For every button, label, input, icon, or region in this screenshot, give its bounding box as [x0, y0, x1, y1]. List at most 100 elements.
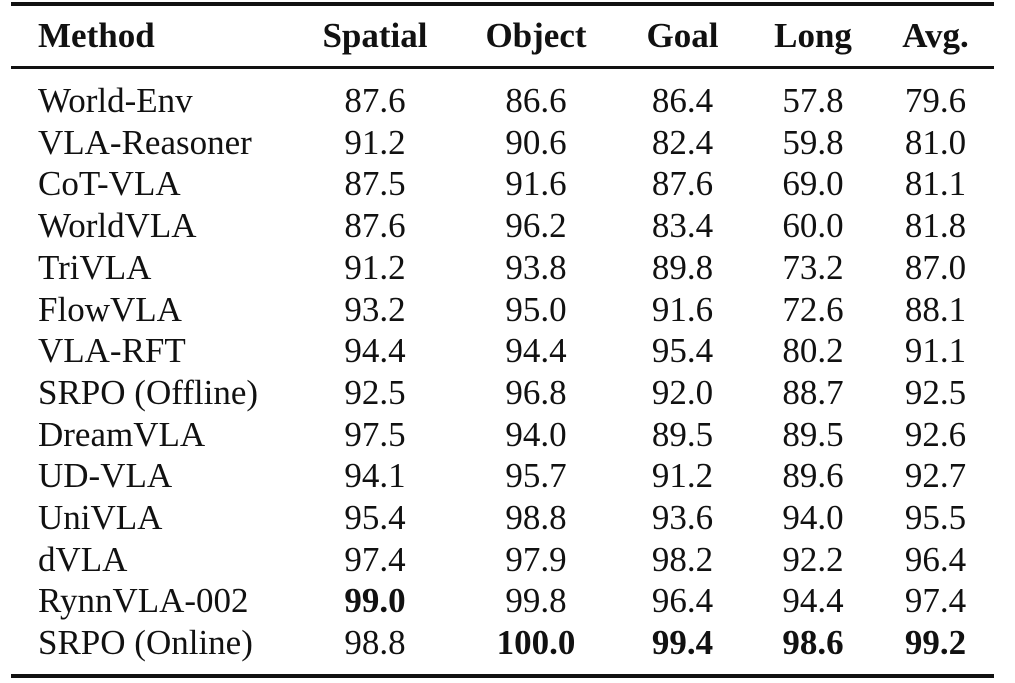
long-cell: 92.2	[782, 539, 844, 579]
object-cell: 100.0	[496, 623, 576, 663]
goal-cell: 82.4	[651, 122, 714, 162]
object-cell: 91.6	[505, 164, 567, 204]
object-cell: 95.7	[505, 456, 567, 496]
object-cell: 94.4	[505, 331, 567, 371]
table-row: SRPO (Offline) 92.5 96.8 92.0 88.7 92.5	[11, 372, 994, 414]
long-cell: 94.4	[782, 581, 844, 621]
results-table-container: Method Spatial Object Goal Long Avg. Wor…	[11, 2, 994, 678]
header-avg: Avg.	[902, 16, 969, 55]
long-cell: 69.0	[782, 164, 844, 204]
method-cell: CoT-VLA	[38, 164, 181, 204]
spatial-cell: 97.5	[344, 414, 406, 454]
goal-cell: 83.4	[651, 206, 714, 246]
method-cell: VLA-Reasoner	[38, 122, 252, 162]
spatial-cell: 87.5	[344, 164, 406, 204]
table-row: UniVLA 95.4 98.8 93.6 94.0 95.5	[11, 497, 994, 539]
goal-cell: 99.4	[651, 623, 714, 663]
method-cell: WorldVLA	[38, 206, 197, 246]
table-row: World-Env 87.6 86.6 86.4 57.8 79.6	[11, 69, 994, 122]
avg-cell: 95.5	[904, 498, 967, 538]
results-table: Method Spatial Object Goal Long Avg.	[11, 6, 994, 66]
header-long: Long	[774, 16, 852, 55]
spatial-cell: 87.6	[344, 206, 406, 246]
header-row: Method Spatial Object Goal Long Avg.	[11, 6, 994, 66]
object-cell: 93.8	[505, 247, 567, 287]
avg-cell: 81.1	[904, 164, 967, 204]
long-cell: 73.2	[782, 247, 844, 287]
results-table-body: World-Env 87.6 86.6 86.4 57.8 79.6 VLA-Reasone…	[11, 69, 994, 674]
goal-cell: 93.6	[651, 498, 714, 538]
avg-cell: 87.0	[904, 247, 967, 287]
method-cell: UD-VLA	[38, 456, 173, 496]
avg-cell: 92.6	[904, 414, 967, 454]
goal-cell: 91.2	[651, 456, 714, 496]
spatial-cell: 91.2	[344, 122, 406, 162]
header-object: Object	[485, 16, 587, 55]
avg-cell: 92.5	[904, 372, 967, 412]
object-cell: 97.9	[505, 539, 567, 579]
spatial-cell: 93.2	[344, 289, 406, 329]
goal-cell: 98.2	[651, 539, 714, 579]
table-row: DreamVLA 97.5 94.0 89.5 89.5 92.6	[11, 414, 994, 456]
goal-cell: 86.4	[651, 81, 714, 120]
table-row: WorldVLA 87.6 96.2 83.4 60.0 81.8	[11, 205, 994, 247]
goal-cell: 89.8	[651, 247, 714, 287]
long-cell: 98.6	[782, 623, 844, 663]
long-cell: 88.7	[782, 372, 844, 412]
object-cell: 96.2	[505, 206, 567, 246]
method-cell: World-Env	[38, 81, 193, 120]
goal-cell: 89.5	[651, 414, 714, 454]
spatial-cell: 91.2	[344, 247, 406, 287]
header-goal: Goal	[646, 16, 719, 55]
goal-cell: 91.6	[651, 289, 714, 329]
avg-cell: 99.2	[904, 623, 967, 663]
table-row: CoT-VLA 87.5 91.6 87.6 69.0 81.1	[11, 163, 994, 205]
header-spatial: Spatial	[322, 16, 428, 55]
method-cell: SRPO (Online)	[38, 623, 253, 663]
header-method: Method	[38, 16, 155, 55]
method-cell: VLA-RFT	[38, 331, 186, 371]
avg-cell: 92.7	[904, 456, 967, 496]
goal-cell: 96.4	[651, 581, 714, 621]
method-cell: RynnVLA-002	[38, 581, 249, 621]
table-row: VLA-RFT 94.4 94.4 95.4 80.2 91.1	[11, 330, 994, 372]
spatial-cell: 98.8	[344, 623, 406, 663]
spatial-cell: 94.1	[344, 456, 406, 496]
table-row: dVLA 97.4 97.9 98.2 92.2 96.4	[11, 539, 994, 581]
avg-cell: 79.6	[904, 81, 967, 120]
object-cell: 98.8	[505, 498, 567, 538]
method-cell: TriVLA	[38, 247, 152, 287]
spatial-cell: 87.6	[344, 81, 406, 120]
avg-cell: 88.1	[904, 289, 967, 329]
top-rule	[11, 2, 994, 6]
table-row: UD-VLA 94.1 95.7 91.2 89.6 92.7	[11, 455, 994, 497]
table-row: VLA-Reasoner 91.2 90.6 82.4 59.8 81.0	[11, 122, 994, 164]
header-rule	[11, 66, 994, 69]
object-cell: 95.0	[505, 289, 567, 329]
spatial-cell: 94.4	[344, 331, 406, 371]
long-cell: 57.8	[782, 81, 844, 120]
goal-cell: 92.0	[651, 372, 714, 412]
long-cell: 72.6	[782, 289, 844, 329]
method-cell: dVLA	[38, 539, 128, 579]
spatial-cell: 97.4	[344, 539, 406, 579]
spatial-cell: 95.4	[344, 498, 406, 538]
object-cell: 96.8	[505, 372, 567, 412]
table-row: TriVLA 91.2 93.8 89.8 73.2 87.0	[11, 247, 994, 289]
object-cell: 94.0	[505, 414, 567, 454]
long-cell: 60.0	[782, 206, 844, 246]
avg-cell: 81.8	[904, 206, 967, 246]
table-row: SRPO (Online) 98.8 100.0 99.4 98.6 99.2	[11, 622, 994, 674]
long-cell: 94.0	[782, 498, 844, 538]
goal-cell: 87.6	[651, 164, 714, 204]
method-cell: SRPO (Offline)	[38, 372, 259, 412]
avg-cell: 96.4	[904, 539, 967, 579]
method-cell: UniVLA	[38, 498, 163, 538]
object-cell: 86.6	[505, 81, 567, 120]
object-cell: 99.8	[505, 581, 567, 621]
bottom-rule	[11, 673, 994, 678]
avg-cell: 81.0	[904, 122, 967, 162]
table-body: World-Env 87.6 86.6 86.4 57.8 79.6 VLA-Reasone…	[11, 69, 994, 674]
method-cell: FlowVLA	[38, 289, 182, 329]
spatial-cell: 99.0	[344, 581, 406, 621]
